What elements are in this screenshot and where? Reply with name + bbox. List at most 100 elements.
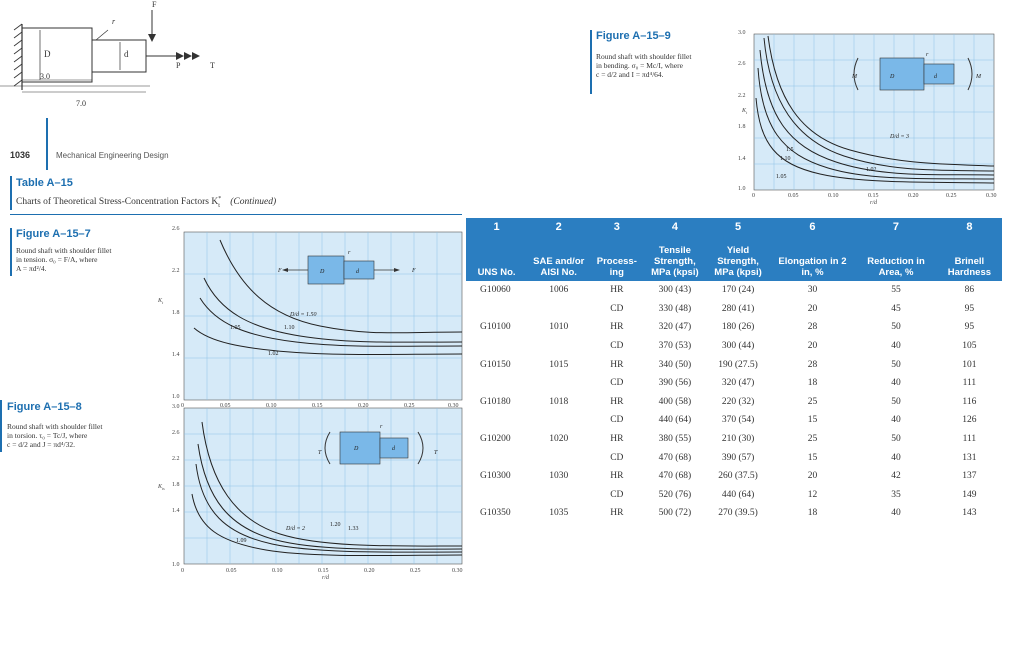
table-cell: 380 (55) [658,434,692,445]
table-cell: HR [610,508,624,519]
table-cell: 220 (32) [721,396,755,407]
fig-a15-8-xtick: 0.20 [364,568,375,574]
fig-a15-7-caption-line: in tension. σ₀ = F/A, where [16,255,98,264]
fig-a15-8-ylabel-sub: ts [162,486,165,492]
fig-a15-9-xtick: 0.05 [788,193,799,199]
table-cell [466,374,527,393]
column-number: 4 [643,218,707,233]
fig-a15-9-inset-label: M [975,74,982,80]
page-number: 1036 [10,150,31,160]
fig-a15-7-xtick: 0.30 [448,403,459,409]
table-cell: 12 [807,489,818,500]
table-cell: 105 [962,341,977,352]
table-cell: 260 (37.5) [718,471,758,482]
fig-a15-7-chart: F D d F r D/d = 1.50 1.05 1.10 1.02 [183,231,463,401]
table-cell [466,411,527,430]
fig-a15-9-curve [767,35,995,167]
fig-a15-9-caption-line: Round shaft with shoulder fillet [596,52,692,61]
table-cell: 1020 [549,434,569,445]
fig-a15-8-ylabel: Kts [158,484,165,491]
fig-a15-7-ytick: 1.0 [172,394,180,400]
table-cell: CD [610,489,624,500]
fig-a15-8-chart: T D d T r D/d = 2 1.20 1.33 1.09 [183,407,463,565]
table-cell: 300 (44) [721,341,755,352]
fig-a15-9-caption-line: in bending. σ₀ = Mc/I, where [596,61,683,70]
fig-a15-8-curve [201,421,463,547]
table-caption-bar [10,176,12,210]
table-cell: 45 [891,303,901,314]
table-cell [466,448,527,467]
table-row: G10150 1015 HR 340 (50) 190 (27.5) 28 50 101 [466,355,1002,374]
fig-a15-7-caption: Round shaft with shoulder fillet in tens… [16,246,166,273]
fig-a15-7-curve [219,239,463,334]
table-cell: 520 (76) [658,489,692,500]
table-cell: 320 (47) [721,378,755,389]
table-cell: 15 [807,415,818,426]
fig-a15-9-inset [853,57,973,91]
table-row: CD 440 (64) 370 (54) 15 40 126 [466,411,1002,430]
fig-a15-8-ytick: 1.4 [172,508,180,514]
column-number: 8 [936,218,1002,233]
fig-a15-9-ytick: 2.2 [738,93,746,99]
fig-a15-9-curve [759,49,995,176]
table-cell: G10150 [480,359,511,370]
table-cell: 1015 [549,359,569,370]
fig-a15-9-ytick: 1.0 [738,186,746,192]
table-cell: HR [610,471,624,482]
fig-a15-8-xtick: 0.15 [318,568,329,574]
column-header: Brinell Hardness [936,233,1002,281]
fig-a15-8-inset-label: T [318,450,322,456]
table-cell: CD [610,378,624,389]
fig-a15-7-bar [10,228,12,276]
table-cell: 300 (43) [658,285,692,296]
fig-a15-8-bar [0,400,2,452]
column-header-row: UNS No. SAE and/or AISI No. Process-ing … [466,233,1002,281]
table-row: CD 330 (48) 280 (41) 20 45 95 [466,300,1002,319]
table-cell: 25 [807,396,818,407]
fig-a15-7-curve-label: 1.05 [230,325,241,331]
table-cell: 40 [891,415,901,426]
fig-a15-7-curve [199,297,463,347]
table-cell: 370 (53) [658,341,692,352]
table-cell: 95 [964,322,975,333]
fig-a15-7-ytick: 2.2 [172,268,180,274]
table-row: G10060 1006 HR 300 (43) 170 (24) 30 55 86 [466,281,1002,300]
fig-a15-9-ytick: 2.6 [738,61,746,67]
table-cell: 20 [807,303,818,314]
table-cell: 40 [891,378,901,389]
table-cell: 18 [807,508,818,519]
table-row: CD 390 (56) 320 (47) 18 40 111 [466,374,1002,393]
fig-a15-9-inset-label: d [934,74,938,80]
steel-table-body: G10060 1006 HR 300 (43) 170 (24) 30 55 86 CD 330 … [466,281,1002,523]
column-header: Process-ing [590,233,644,281]
header-rule [46,118,48,170]
table-cell: 111 [962,378,977,389]
fig-a15-8-curve [195,463,463,553]
fig-a15-7-xtick: 0 [181,403,184,409]
table-cell: 116 [962,396,977,407]
fig-a15-7-inset-label: r [348,250,351,256]
fig-a15-9-curve-label: D/d = 3 [889,134,909,140]
fig-a15-7-xtick: 0.15 [312,403,323,409]
table-cell [527,374,590,393]
table-row: G10180 1018 HR 400 (58) 220 (32) 25 50 116 [466,393,1002,412]
table-cell: 137 [962,471,977,482]
table-cell: 330 (48) [658,303,692,314]
fig-a15-9-ytick: 1.4 [738,156,746,162]
table-cell: 50 [891,434,901,445]
table-cell: G10060 [480,285,511,296]
fig-a15-9-ytick: 3.0 [738,30,746,36]
table-cell: 40 [891,341,901,352]
table-row: G10100 1010 HR 320 (47) 180 (26) 28 50 95 [466,318,1002,337]
fig-a15-9-curve-label: 1.10 [780,156,791,162]
fig-a15-9-inset-label: M [851,74,858,80]
table-cell: G10100 [480,322,511,333]
table-row: CD 470 (68) 390 (57) 15 40 131 [466,448,1002,467]
column-header: Elongation in 2 in, % [769,233,856,281]
table-cell: 95 [964,303,975,314]
fig-a15-9-curve [763,37,995,172]
fig-a15-8-caption-line: Round shaft with shoulder fillet [7,422,103,431]
table-cell [466,300,527,319]
caption-rule [10,214,462,215]
table-subtitle-sub: t [218,203,220,210]
